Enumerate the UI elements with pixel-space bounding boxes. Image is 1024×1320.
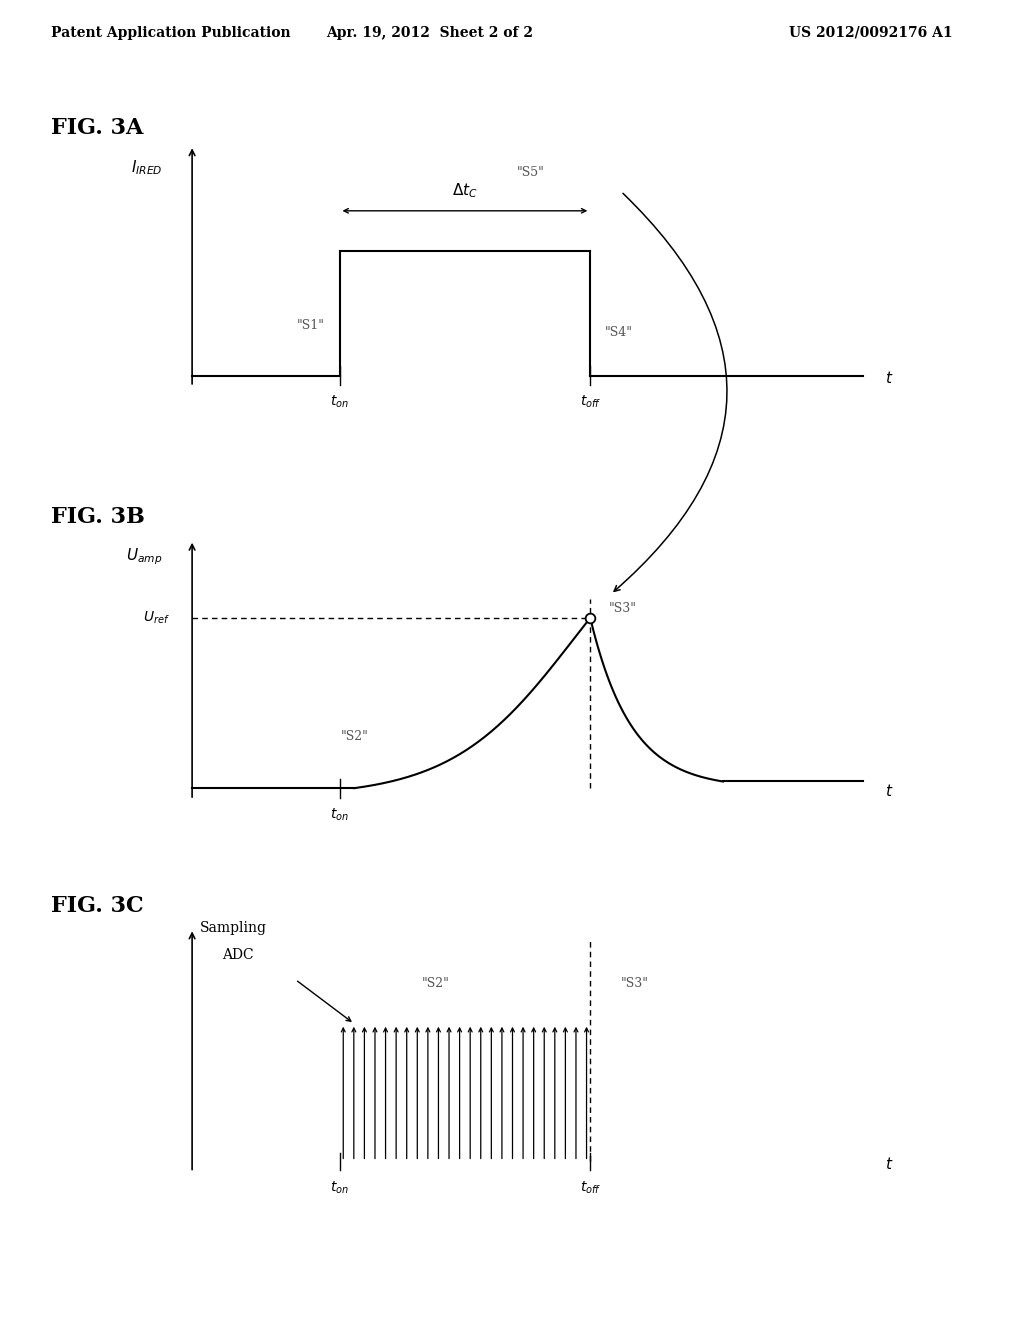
Text: $U_{ref}$: $U_{ref}$: [143, 610, 170, 626]
Text: $\Delta t_C$: $\Delta t_C$: [452, 181, 478, 199]
Text: $U_{amp}$: $U_{amp}$: [126, 546, 163, 566]
Text: "S1": "S1": [297, 319, 325, 333]
Text: $I_{IRED}$: $I_{IRED}$: [131, 158, 163, 177]
Text: "S4": "S4": [605, 326, 633, 339]
Text: $t$: $t$: [885, 370, 894, 385]
Text: "S3": "S3": [608, 602, 637, 615]
Text: "S5": "S5": [516, 166, 545, 180]
Text: Patent Application Publication: Patent Application Publication: [51, 26, 291, 40]
Text: $t$: $t$: [885, 783, 894, 799]
Text: FIG. 3C: FIG. 3C: [51, 895, 143, 917]
Text: $t_{on}$: $t_{on}$: [330, 1179, 349, 1196]
Text: US 2012/0092176 A1: US 2012/0092176 A1: [788, 26, 952, 40]
Text: Sampling: Sampling: [200, 921, 266, 935]
Text: FIG. 3A: FIG. 3A: [51, 116, 143, 139]
Text: FIG. 3B: FIG. 3B: [51, 506, 145, 528]
Text: ADC: ADC: [221, 948, 253, 962]
Text: $t_{off}$: $t_{off}$: [580, 1179, 601, 1196]
Text: $t_{on}$: $t_{on}$: [330, 393, 349, 411]
Text: $t_{on}$: $t_{on}$: [330, 807, 349, 824]
Text: "S3": "S3": [621, 977, 648, 990]
Text: "S2": "S2": [340, 730, 369, 743]
Text: $t_{off}$: $t_{off}$: [580, 393, 601, 411]
Text: $t$: $t$: [885, 1155, 894, 1172]
Text: "S2": "S2": [422, 977, 450, 990]
Text: Apr. 19, 2012  Sheet 2 of 2: Apr. 19, 2012 Sheet 2 of 2: [327, 26, 534, 40]
